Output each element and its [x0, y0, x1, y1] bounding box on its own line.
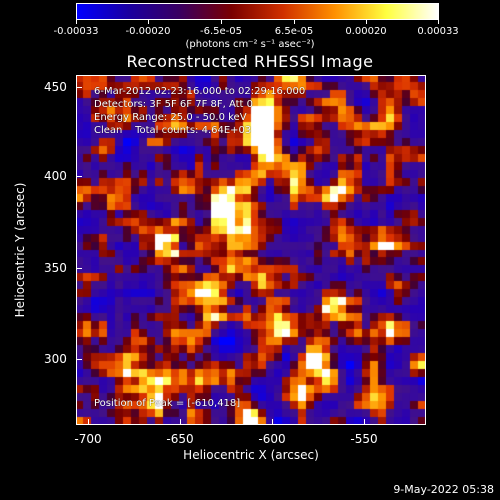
clean-counts: Clean Total counts: 4.64E+03	[94, 125, 252, 136]
x-tick-label: -550	[350, 432, 378, 446]
colorbar-tick	[366, 20, 367, 24]
colorbar-label: 0.00020	[345, 26, 387, 37]
x-tick-mark	[88, 419, 89, 425]
colorbar-label: -0.00020	[125, 26, 171, 37]
y-axis-label: Heliocentric Y (arcsec)	[13, 182, 27, 318]
colorbar-tick	[76, 20, 77, 24]
x-tick-mark	[180, 419, 181, 425]
colorbar-label: -6.5e-05	[200, 26, 242, 37]
image-title: Reconstructed RHESSI Image	[126, 52, 374, 71]
colorbar-label: 6.5e-05	[274, 26, 314, 37]
heatmap-area	[76, 75, 426, 425]
y-tick-mark	[76, 268, 82, 269]
y-tick-mark	[76, 176, 82, 177]
y-tick-label: 400	[44, 169, 67, 183]
energy-range: Energy Range: 25.0 - 50.0 keV	[94, 112, 247, 123]
detectors: Detectors: 3F 5F 6F 7F 8F, Att 0	[94, 99, 254, 110]
colorbar-label: -0.00033	[53, 26, 99, 37]
y-tick-label: 450	[44, 80, 67, 94]
colorbar-tick	[221, 20, 222, 24]
heatmap-image	[76, 75, 426, 425]
colorbar-tick	[438, 20, 439, 24]
colorbar-label: 0.00033	[417, 26, 459, 37]
x-tick-label: -600	[258, 432, 286, 446]
plot-frame	[76, 75, 426, 425]
y-tick-mark	[76, 359, 82, 360]
time-range: 6-Mar-2012 02:23:16.000 to 02:29:16.000	[94, 86, 306, 97]
colorbar-unit: (photons cm⁻² s⁻¹ asec⁻²)	[185, 39, 315, 50]
x-tick-label: -650	[166, 432, 194, 446]
x-tick-mark	[364, 419, 365, 425]
colorbar	[76, 3, 439, 20]
date-stamp: 9-May-2022 05:38	[393, 483, 494, 496]
y-tick-label: 350	[44, 261, 67, 275]
colorbar-tick	[148, 20, 149, 24]
y-tick-mark	[76, 87, 82, 88]
x-axis-label: Heliocentric X (arcsec)	[183, 448, 319, 462]
y-tick-label: 300	[44, 352, 67, 366]
colorbar-tick	[294, 20, 295, 24]
x-tick-mark	[272, 419, 273, 425]
peak-position: Position of Peak = [-610,418]	[94, 398, 241, 409]
x-tick-label: -700	[74, 432, 102, 446]
